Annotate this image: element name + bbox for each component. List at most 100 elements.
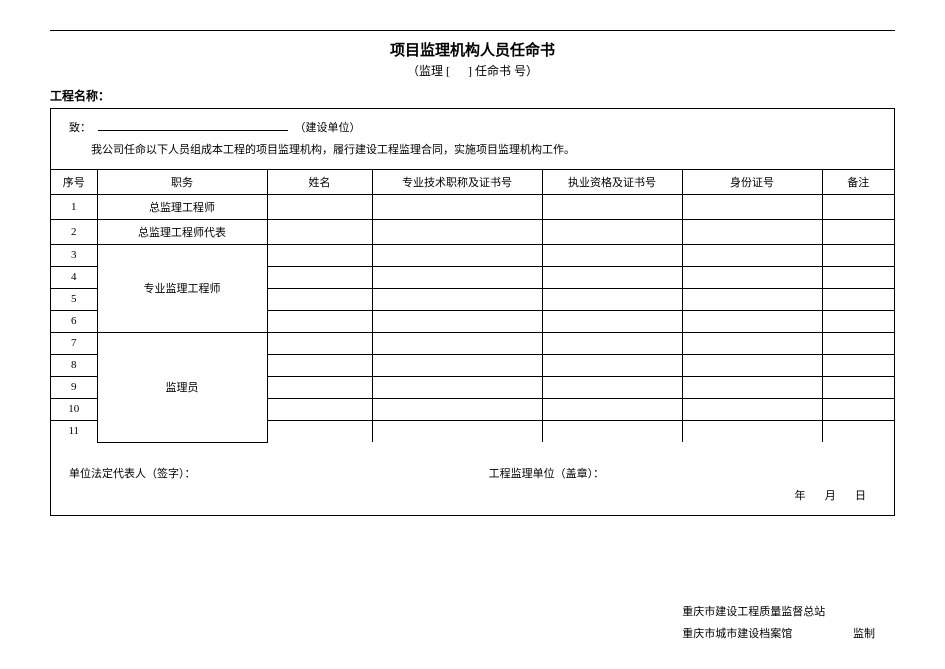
supervise: 监制 bbox=[795, 623, 875, 645]
cell-name bbox=[267, 354, 372, 376]
bottom-line1: 重庆市建设工程质量监督总站 bbox=[682, 601, 875, 623]
cell-cert1 bbox=[372, 376, 542, 398]
bottom-line2-row: 重庆市城市建设档案馆 监制 bbox=[682, 623, 875, 645]
cell-cert1 bbox=[372, 310, 542, 332]
table-row: 1 总监理工程师 bbox=[51, 194, 894, 219]
title-block: 项目监理机构人员任命书 （监理 [ ] 任命书 号） bbox=[50, 39, 895, 79]
col-name: 姓名 bbox=[267, 169, 372, 194]
cell-id bbox=[682, 420, 822, 442]
cell-cert2 bbox=[542, 398, 682, 420]
org-label: 工程监理单位（盖章）： bbox=[489, 465, 876, 481]
cell-cert2 bbox=[542, 194, 682, 219]
cell-id bbox=[682, 398, 822, 420]
cell-note bbox=[822, 244, 894, 266]
cell-role: 总监理工程师代表 bbox=[97, 219, 267, 244]
cell-cert2 bbox=[542, 266, 682, 288]
cell-seq: 7 bbox=[51, 332, 97, 354]
cell-id bbox=[682, 219, 822, 244]
intro-text: 我公司任命以下人员组成本工程的项目监理机构，履行建设工程监理合同，实施项目监理机… bbox=[69, 141, 876, 161]
outer-table: 致： （建设单位） 我公司任命以下人员组成本工程的项目监理机构，履行建设工程监理… bbox=[50, 108, 895, 516]
sub-title-before: （监理 [ bbox=[407, 64, 450, 78]
cell-cert1 bbox=[372, 244, 542, 266]
cell-name bbox=[267, 244, 372, 266]
sub-title: （监理 [ ] 任命书 号） bbox=[50, 62, 895, 79]
cell-seq: 3 bbox=[51, 244, 97, 266]
cell-id bbox=[682, 332, 822, 354]
cell-name bbox=[267, 398, 372, 420]
to-line: 致： （建设单位） bbox=[69, 119, 361, 139]
cell-id bbox=[682, 244, 822, 266]
cell-cert1 bbox=[372, 266, 542, 288]
cell-seq: 4 bbox=[51, 266, 97, 288]
cell-seq: 9 bbox=[51, 376, 97, 398]
day: 日 bbox=[855, 490, 866, 502]
top-rule bbox=[50, 30, 895, 31]
month: 月 bbox=[825, 490, 836, 502]
cell-id bbox=[682, 288, 822, 310]
cell-note bbox=[822, 332, 894, 354]
cell-note bbox=[822, 266, 894, 288]
cell-note bbox=[822, 310, 894, 332]
project-name-label: 工程名称： bbox=[50, 87, 895, 104]
cell-cert2 bbox=[542, 310, 682, 332]
cell-cert1 bbox=[372, 332, 542, 354]
table-row: 3 专业监理工程师 bbox=[51, 244, 894, 266]
inner-table: 序号 职务 姓名 专业技术职称及证书号 执业资格及证书号 身份证号 备注 1 总… bbox=[51, 169, 894, 443]
cell-role-merged: 专业监理工程师 bbox=[97, 244, 267, 332]
to-blank bbox=[98, 130, 288, 131]
col-cert1: 专业技术职称及证书号 bbox=[372, 169, 542, 194]
bottom-line2: 重庆市城市建设档案馆 bbox=[682, 628, 792, 640]
sub-title-blank bbox=[453, 64, 465, 78]
cell-seq: 10 bbox=[51, 398, 97, 420]
col-note: 备注 bbox=[822, 169, 894, 194]
cell-id bbox=[682, 310, 822, 332]
year: 年 bbox=[795, 490, 806, 502]
cell-cert2 bbox=[542, 376, 682, 398]
table-header-row: 序号 职务 姓名 专业技术职称及证书号 执业资格及证书号 身份证号 备注 bbox=[51, 169, 894, 194]
col-id: 身份证号 bbox=[682, 169, 822, 194]
cell-id bbox=[682, 266, 822, 288]
cell-note bbox=[822, 398, 894, 420]
col-role: 职务 bbox=[97, 169, 267, 194]
cell-name bbox=[267, 310, 372, 332]
rep-label: 单位法定代表人（签字）： bbox=[69, 465, 489, 481]
cell-name bbox=[267, 194, 372, 219]
cell-cert2 bbox=[542, 332, 682, 354]
cell-note bbox=[822, 288, 894, 310]
cell-note bbox=[822, 376, 894, 398]
table-row: 2 总监理工程师代表 bbox=[51, 219, 894, 244]
cell-note bbox=[822, 219, 894, 244]
cell-seq: 11 bbox=[51, 420, 97, 442]
cell-cert2 bbox=[542, 244, 682, 266]
cell-id bbox=[682, 194, 822, 219]
cell-cert2 bbox=[542, 288, 682, 310]
cell-cert1 bbox=[372, 398, 542, 420]
cell-seq: 5 bbox=[51, 288, 97, 310]
cell-role: 总监理工程师 bbox=[97, 194, 267, 219]
cell-name bbox=[267, 332, 372, 354]
cell-note bbox=[822, 354, 894, 376]
table-row: 7 监理员 bbox=[51, 332, 894, 354]
cell-seq: 6 bbox=[51, 310, 97, 332]
cell-cert2 bbox=[542, 420, 682, 442]
col-cert2: 执业资格及证书号 bbox=[542, 169, 682, 194]
header-block: 致： （建设单位） 我公司任命以下人员组成本工程的项目监理机构，履行建设工程监理… bbox=[51, 109, 894, 169]
cell-id bbox=[682, 376, 822, 398]
main-title: 项目监理机构人员任命书 bbox=[50, 39, 895, 60]
cell-name bbox=[267, 266, 372, 288]
cell-name bbox=[267, 376, 372, 398]
cell-note bbox=[822, 194, 894, 219]
cell-cert1 bbox=[372, 288, 542, 310]
cell-seq: 1 bbox=[51, 194, 97, 219]
cell-cert1 bbox=[372, 194, 542, 219]
cell-name bbox=[267, 420, 372, 442]
cell-cert2 bbox=[542, 219, 682, 244]
to-prefix: 致： bbox=[69, 122, 91, 134]
cell-cert1 bbox=[372, 354, 542, 376]
cell-note bbox=[822, 420, 894, 442]
to-suffix: （建设单位） bbox=[295, 122, 361, 134]
footer-row: 单位法定代表人（签字）： 工程监理单位（盖章）： bbox=[69, 465, 876, 481]
cell-name bbox=[267, 288, 372, 310]
bottom-prep: 重庆市建设工程质量监督总站 重庆市城市建设档案馆 监制 bbox=[682, 601, 875, 645]
footer-block: 单位法定代表人（签字）： 工程监理单位（盖章）： 年 月 日 bbox=[51, 443, 894, 515]
